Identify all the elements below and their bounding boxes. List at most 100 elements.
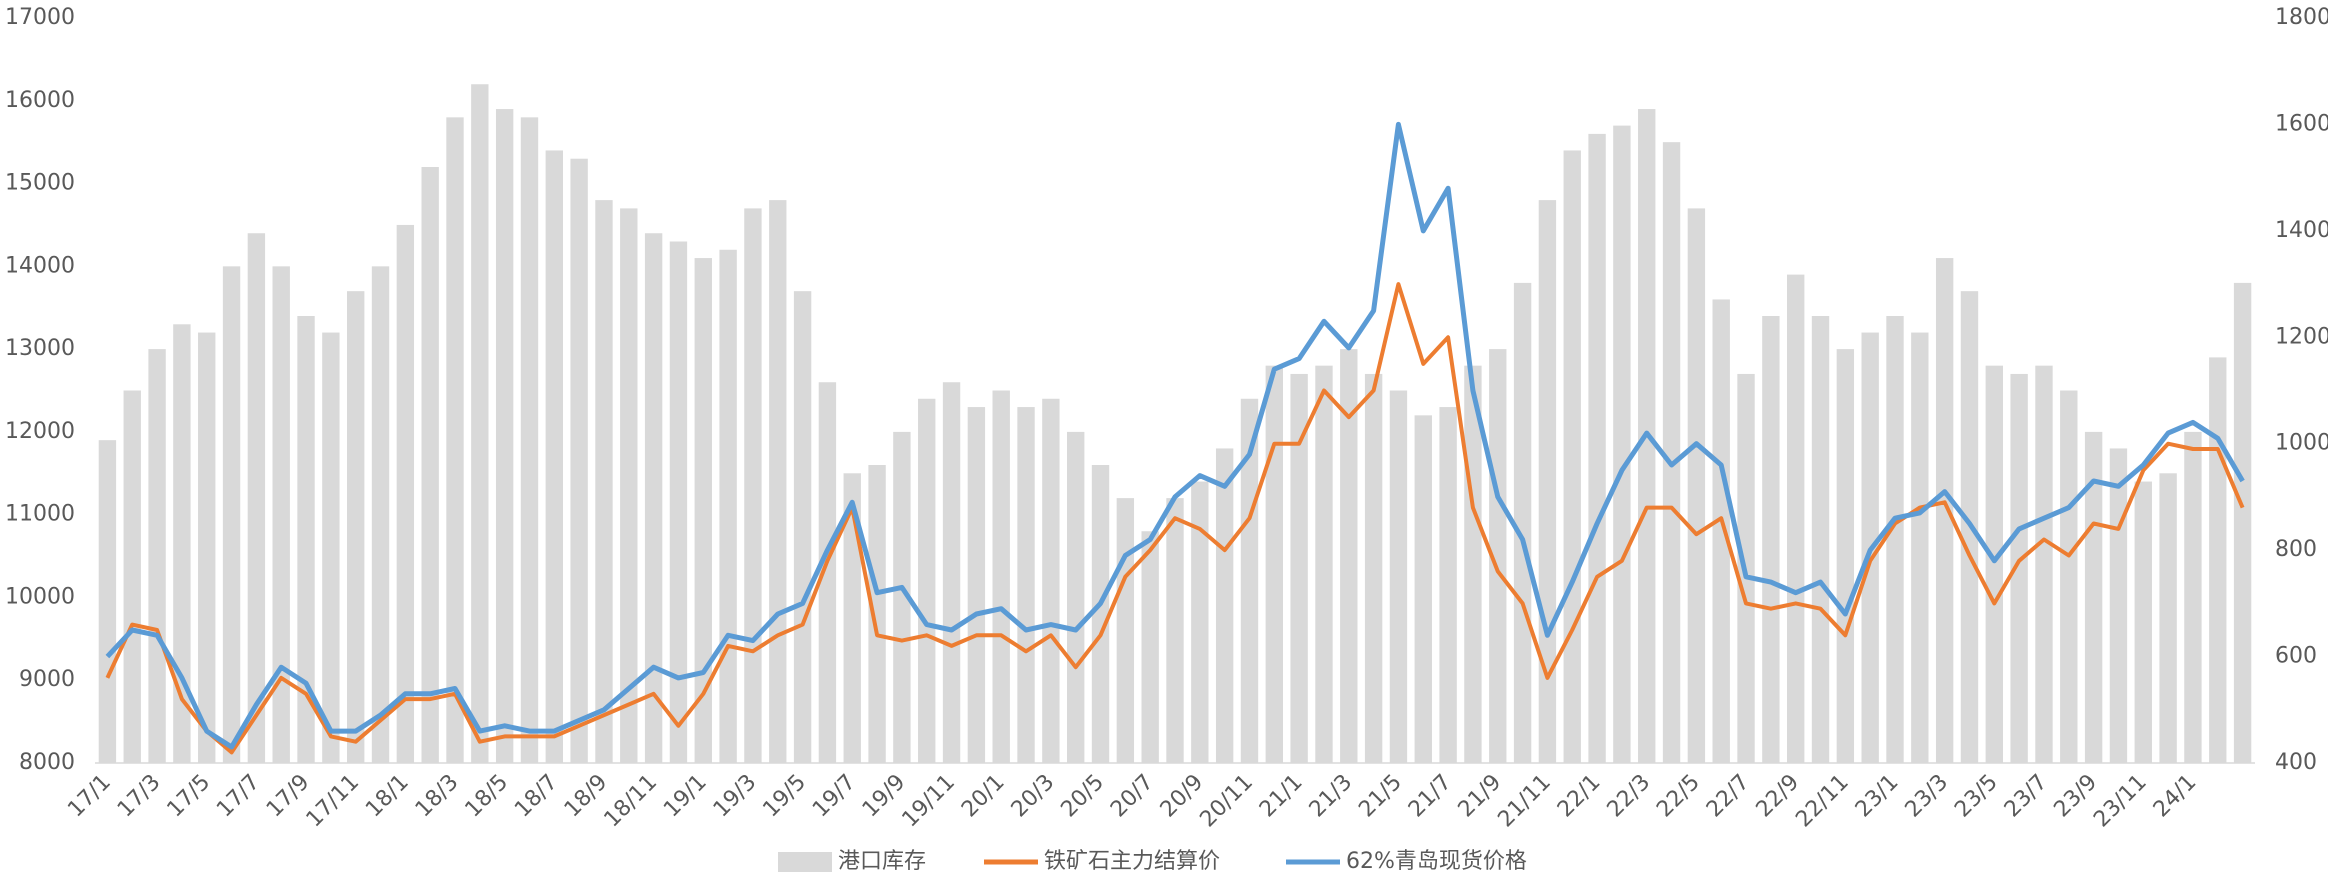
y-tick-label: 17000 [5,5,75,30]
bar [1911,332,1929,763]
bar [1588,133,1606,763]
bar [1414,415,1432,763]
bar [1389,390,1408,763]
x-tick-label: 21/5 [1354,770,1407,823]
bar [1116,498,1135,763]
bar [1935,258,1954,763]
x-tick-label: 22/5 [1652,770,1705,823]
bar [471,84,489,763]
y-tick-label: 16000 [5,88,75,113]
x-tick-label: 19/7 [808,770,861,823]
x-tick-label: 23/3 [1901,770,1954,823]
bar [2159,473,2177,763]
x-tick-label: 23/11 [2089,770,2152,833]
x-tick-label: 18/3 [411,770,464,823]
bar [744,208,762,763]
bar [421,167,439,763]
bar [1290,373,1308,763]
y-tick-label: 9000 [19,667,75,692]
bar [1240,398,1259,763]
bar [98,440,117,763]
bar [1836,349,1855,763]
bar [967,407,986,763]
bar [1141,531,1159,763]
bar [322,332,340,763]
bar [222,266,241,763]
y2-tick-label: 400 [2275,750,2317,775]
x-tick-label: 18/5 [461,770,514,823]
bar [644,233,663,763]
bar [818,382,837,763]
bar [545,150,563,763]
bar [694,258,712,763]
bar [1563,150,1581,763]
y-tick-label: 11000 [5,502,75,527]
x-tick-label: 22/3 [1603,770,1656,823]
bar [1513,282,1532,763]
x-tick-label: 19/5 [758,770,811,823]
bar [297,316,315,763]
x-tick-label: 21/7 [1404,770,1457,823]
bar [1265,365,1283,763]
bar [198,332,216,763]
bar [570,158,588,763]
bar [396,224,415,763]
bar [620,208,638,763]
bar [1017,407,1035,763]
legend-swatch [778,852,832,872]
x-tick-label: 23/5 [1950,770,2003,823]
bar [1811,316,1830,763]
bar [1662,142,1681,763]
bar [1091,465,1110,763]
bar [2233,282,2252,763]
bar [1042,398,1060,763]
bar [669,241,688,763]
y-tick-label: 8000 [19,750,75,775]
y2-tick-label: 800 [2275,537,2317,562]
bar [893,431,911,763]
bar [1489,349,1507,763]
bar [769,200,787,764]
x-tick-label: 17/7 [212,770,265,823]
bar [2035,365,2053,763]
bar [1191,481,1209,763]
bar [793,291,812,763]
x-tick-label: 19/3 [709,770,762,823]
y-tick-label: 13000 [5,336,75,361]
bar [123,390,141,763]
x-tick-label: 17/3 [113,770,166,823]
bar [595,200,613,764]
x-tick-label: 21/11 [1493,770,1556,833]
legend-label: 铁矿石主力结算价 [1044,849,1220,874]
bar [247,233,266,763]
bar [2109,448,2128,763]
bar [1067,431,1085,763]
x-tick-label: 24/1 [2149,770,2202,823]
y2-tick-label: 1800 [2275,5,2328,30]
x-tick-label: 20/11 [1195,770,1258,833]
bar [868,465,886,763]
x-tick-label: 21/3 [1305,770,1358,823]
bar [2134,481,2152,763]
x-tick-label: 20/7 [1106,770,1159,823]
bar [2060,390,2078,763]
bar [843,473,861,763]
bar [1315,365,1333,763]
legend-label: 62%青岛现货价格 [1346,849,1527,874]
bar [2084,431,2103,763]
bar [495,109,514,764]
y-tick-label: 10000 [5,584,75,609]
bar [942,382,961,763]
y2-tick-label: 1600 [2275,111,2328,136]
x-tick-label: 19/11 [898,770,961,833]
bar [1166,498,1184,763]
bar [1340,349,1358,763]
y2-tick-label: 600 [2275,644,2317,669]
bar [918,398,936,763]
y2-tick-label: 1000 [2275,431,2328,456]
bar [1762,316,1780,763]
bar [1439,407,1457,763]
bar [1886,316,1904,763]
x-tick-label: 22/7 [1702,770,1755,823]
